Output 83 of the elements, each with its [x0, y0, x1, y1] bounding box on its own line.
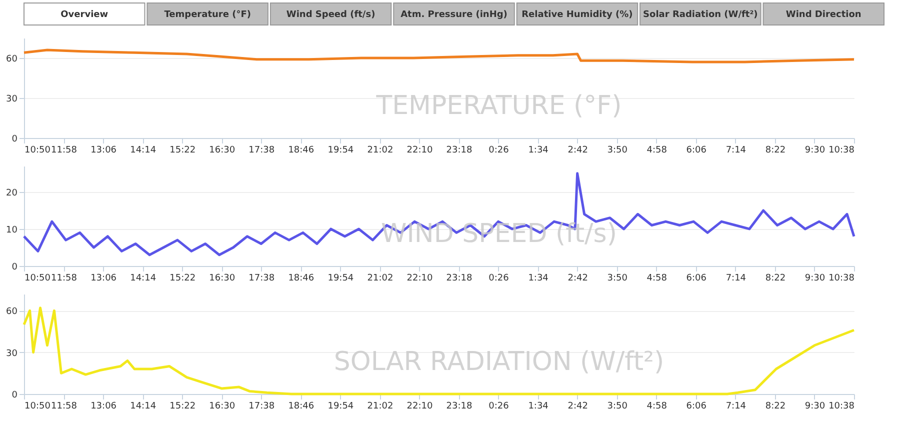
x-tick-label: 19:54: [328, 274, 354, 284]
x-tick-label: 7:14: [726, 274, 746, 284]
x-tick-label: 15:22: [170, 146, 196, 156]
text: Wind Speed (ft/s): [286, 10, 376, 20]
x-tick-label: 13:06: [90, 274, 117, 284]
x-tick-label: 9:30: [804, 146, 826, 156]
y-tick-label: 0: [12, 390, 18, 400]
x-tick-label: 13:06: [90, 402, 117, 412]
x-tick-label: 0:26: [488, 274, 510, 284]
x-tick-label: 15:22: [170, 402, 196, 412]
x-tick-label: 10:50: [24, 146, 51, 156]
x-tick-label: 0:26: [488, 402, 510, 412]
x-tick-label: 7:14: [726, 402, 746, 412]
x-tick-label: 11:58: [51, 402, 78, 412]
x-tick-label: 8:22: [765, 274, 786, 284]
x-tick-label: 21:02: [367, 146, 394, 156]
x-tick-label: 10:38: [828, 274, 855, 284]
x-tick-label: 4:58: [646, 402, 668, 412]
x-tick-label: 14:14: [130, 274, 156, 284]
y-tick-label: 0: [12, 134, 18, 144]
x-tick-label: 8:22: [765, 402, 786, 412]
x-tick-label: 22:10: [406, 402, 433, 412]
x-tick-label: 3:50: [607, 402, 628, 412]
x-tick-label: 6:06: [686, 146, 707, 156]
x-tick-label: 15:22: [170, 274, 196, 284]
x-tick-label: 3:50: [607, 146, 628, 156]
x-tick-label: 23:18: [446, 146, 473, 156]
y-tick-label: 20: [6, 188, 18, 198]
y-tick-label: 10: [6, 225, 18, 236]
y-tick-label: 30: [6, 94, 18, 104]
y-tick-label: 30: [6, 348, 18, 359]
x-tick-label: 16:30: [209, 146, 236, 156]
x-tick-label: 8:22: [765, 146, 786, 156]
x-tick-label: 17:38: [248, 146, 275, 156]
x-tick-label: 10:50: [24, 274, 51, 284]
x-tick-label: 0:26: [488, 146, 510, 156]
x-tick-label: 7:14: [726, 146, 746, 156]
x-tick-label: 6:06: [686, 402, 707, 412]
x-tick-label: 18:46: [288, 274, 314, 284]
x-tick-label: 21:02: [367, 274, 394, 284]
x-tick-label: 19:54: [328, 402, 354, 412]
x-tick-label: 17:38: [248, 274, 275, 284]
x-tick-label: 19:54: [328, 146, 354, 156]
x-tick-label: 14:14: [130, 402, 156, 412]
x-tick-label: 21:02: [367, 402, 394, 412]
x-tick-label: 13:06: [90, 146, 117, 156]
x-tick-label: 11:58: [51, 274, 78, 284]
text: Solar Radiation (W/ft²): [643, 10, 758, 20]
x-tick-label: 3:50: [607, 274, 628, 284]
x-tick-label: 18:46: [288, 402, 314, 412]
x-tick-label: 11:58: [51, 146, 78, 156]
text: Relative Humidity (%): [522, 10, 633, 20]
x-tick-label: 10:38: [828, 146, 855, 156]
x-tick-label: 4:58: [646, 274, 668, 284]
x-tick-label: 17:38: [248, 402, 275, 412]
text: WIND SPEED (ft/s): [381, 219, 617, 249]
y-tick-label: 0: [12, 262, 18, 272]
x-tick-label: 23:18: [446, 274, 473, 284]
y-tick-label: 60: [6, 307, 18, 318]
x-tick-label: 18:46: [288, 146, 314, 156]
x-tick-label: 4:58: [646, 146, 668, 156]
x-tick-label: 1:34: [528, 146, 549, 156]
x-tick-label: 1:34: [528, 402, 549, 412]
x-tick-label: 16:30: [209, 402, 236, 412]
x-tick-label: 16:30: [209, 274, 236, 284]
x-tick-label: 2:42: [568, 402, 588, 412]
x-tick-label: 2:42: [568, 146, 588, 156]
x-tick-label: 22:10: [406, 146, 433, 156]
x-tick-label: 10:50: [24, 402, 51, 412]
text: Atm. Pressure (inHg): [400, 10, 508, 20]
x-tick-label: 14:14: [130, 146, 156, 156]
text: Overview: [60, 10, 108, 20]
x-tick-label: 6:06: [686, 274, 707, 284]
text: Temperature (°F): [164, 10, 251, 20]
text: Wind Direction: [786, 10, 862, 20]
x-tick-label: 23:18: [446, 402, 473, 412]
x-tick-label: 10:38: [828, 402, 855, 412]
x-tick-label: 2:42: [568, 274, 588, 284]
x-tick-label: 22:10: [406, 274, 433, 284]
x-tick-label: 9:30: [804, 402, 826, 412]
y-tick-label: 60: [6, 54, 18, 64]
x-tick-label: 1:34: [528, 274, 549, 284]
x-tick-label: 9:30: [804, 274, 826, 284]
